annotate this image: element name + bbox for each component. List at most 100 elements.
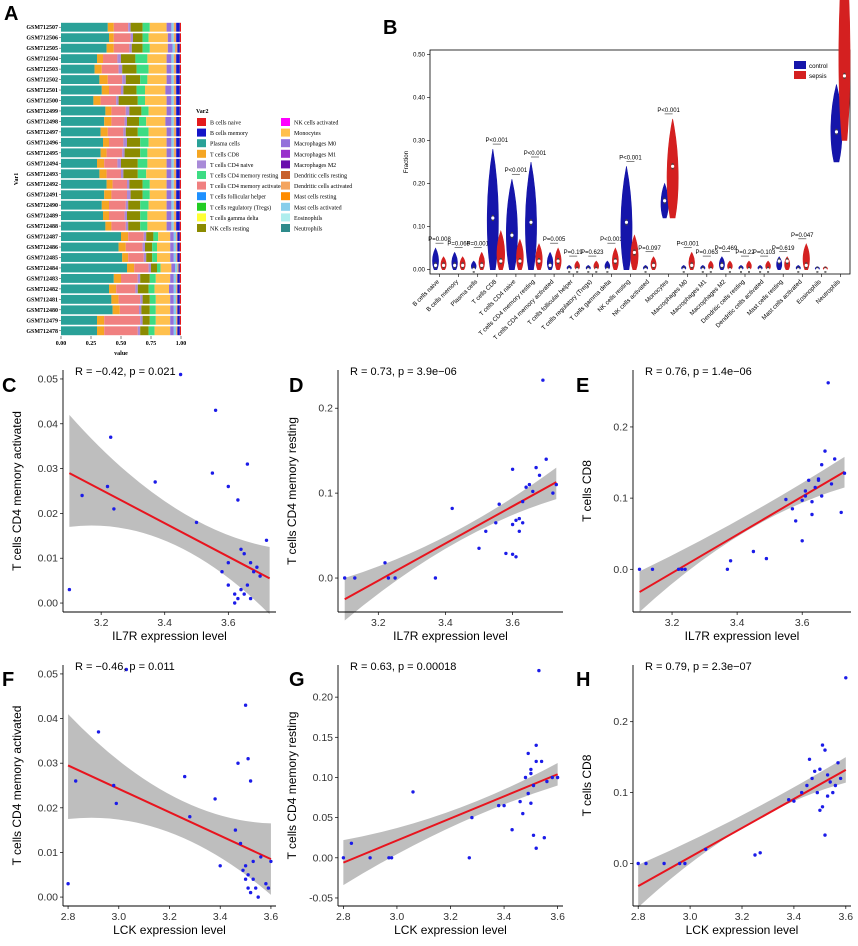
axis-title-y: T cells CD8 (580, 460, 594, 522)
bar-segment (171, 85, 174, 95)
violin-control-median (758, 268, 762, 272)
pvalue-label: P=0.001 (466, 241, 489, 247)
tick-label-y: GSM712478 (26, 329, 58, 335)
bar-segment (121, 274, 138, 283)
data-point (810, 512, 814, 517)
data-point (820, 805, 825, 809)
tick-label-y: 0.10 (313, 772, 334, 784)
bar-segment (149, 190, 167, 200)
bar-segment (112, 179, 127, 189)
bar-segment (129, 43, 132, 53)
violin-control-median (624, 220, 629, 224)
legend-swatch (281, 139, 290, 148)
bar-segment (176, 179, 180, 189)
bar-segment (61, 169, 100, 179)
violin-sepsis-median (518, 259, 522, 263)
violin-sepsis-median (651, 263, 656, 267)
bar-segment (166, 169, 172, 179)
data-point (704, 847, 708, 851)
bar-segment (176, 137, 180, 147)
bar-segment (166, 148, 172, 158)
legend-swatch (197, 181, 206, 190)
bar-segment (176, 221, 180, 231)
data-point (246, 873, 250, 877)
bar-segment (109, 200, 126, 210)
data-point (239, 547, 243, 551)
tick-label-y: GSM712503 (26, 67, 58, 73)
tick-label-y: 0.0 (318, 573, 333, 585)
data-point (239, 587, 243, 592)
bar-segment (113, 274, 121, 283)
data-point (246, 757, 250, 761)
data-point (662, 861, 666, 866)
bar-segment (172, 43, 175, 53)
data-point (792, 799, 796, 803)
bar-segment (122, 253, 129, 262)
violin-control-median (548, 263, 552, 267)
legend-swatch (197, 171, 206, 179)
data-point (728, 559, 733, 563)
bar-segment (177, 232, 180, 241)
tick-label-y: 0.00 (38, 892, 59, 904)
violin-control-median (491, 216, 495, 220)
data-point (213, 797, 217, 801)
bar-segment (176, 127, 180, 137)
bar-segment (146, 117, 166, 126)
bar-segment (170, 253, 174, 262)
bar-segment (118, 96, 138, 105)
bar-segment (99, 169, 107, 179)
bar-segment (176, 169, 180, 179)
bar-segment (61, 200, 102, 210)
legend-swatch (281, 224, 290, 232)
tick-label-y: GSM712481 (26, 297, 58, 303)
data-point (637, 567, 642, 571)
data-point (242, 552, 246, 556)
data-point (784, 497, 788, 502)
data-point (534, 743, 538, 747)
data-point (636, 861, 640, 866)
panel-g-scatter: -0.05 0.00 0.05 0.10 0.15 0.20 2.8 3.0 3.2 3.4 3.6… (285, 661, 565, 937)
bar-segment (176, 200, 180, 210)
data-point (529, 767, 533, 772)
bar-segment (128, 221, 141, 231)
bar-segment (125, 75, 141, 84)
bar-segment (61, 211, 103, 221)
pvalue-label: P<0.001 (676, 241, 699, 247)
bar-segment (155, 274, 171, 283)
bar-segment (122, 75, 126, 84)
bar-segment (148, 127, 167, 137)
bar-segment (177, 242, 180, 252)
axis-title-x: IL7R expression level (685, 629, 800, 643)
pvalue-label: P<0.001 (657, 108, 680, 114)
data-point (269, 859, 273, 864)
bar-segment (130, 33, 133, 43)
data-point (153, 480, 157, 484)
bar-segment (175, 43, 178, 53)
data-point (825, 794, 830, 798)
bar-segment (140, 200, 149, 210)
data-point (105, 484, 110, 489)
pvalue-label: P=0.103 (753, 250, 776, 256)
bar-segment (124, 211, 127, 221)
tick-label-y: 0.10 (413, 224, 426, 231)
bar-segment (176, 85, 180, 95)
axis-title-y: Fraction (403, 150, 410, 173)
bar-segment (154, 284, 169, 294)
bar-segment (125, 221, 129, 231)
violin-sepsis-median (499, 259, 503, 263)
data-point (555, 775, 560, 780)
legend-label: Macrophages M2 (294, 163, 336, 169)
bar-segment (140, 75, 148, 84)
legend-label: T cells CD4 naive (210, 163, 254, 169)
bar-segment (61, 43, 107, 53)
data-point (243, 877, 248, 881)
tick-label-y: GSM712479 (26, 318, 58, 324)
bar-segment (112, 305, 120, 315)
data-point (813, 485, 817, 490)
bar-segment (173, 106, 177, 116)
data-point (825, 773, 830, 777)
data-point (213, 408, 218, 412)
pvalue-label: P<0.001 (505, 168, 528, 174)
panel-label-f: F (2, 669, 14, 691)
tick-label-y: GSM712480 (26, 308, 58, 314)
